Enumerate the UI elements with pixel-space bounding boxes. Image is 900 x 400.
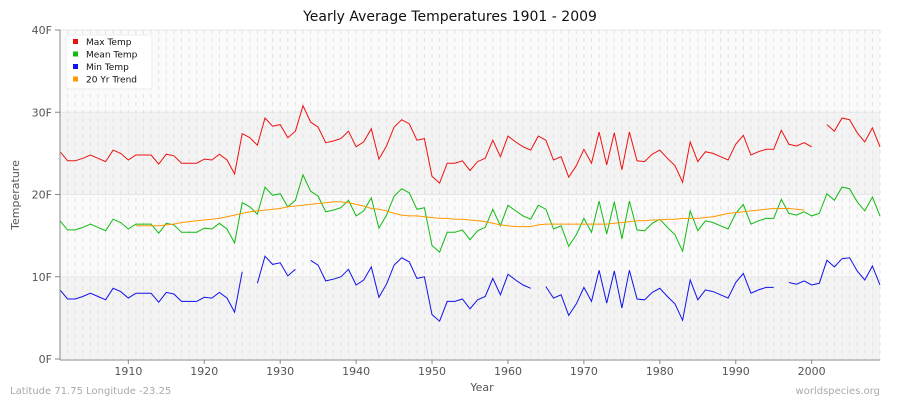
series-line-20-yr-trend [135,201,805,228]
legend: Max Temp Mean Temp Min Temp 20 Yr Trend [65,34,153,90]
y-tick-label: 10F [32,271,52,284]
legend-label: Min Temp [86,63,129,73]
series-line-min-temp [545,270,774,322]
y-tick-label: 20F [32,189,52,202]
legend-label: Max Temp [86,38,132,48]
x-tick-label: 2000 [798,365,826,378]
footer-location: Latitude 71.75 Longitude -23.25 [10,386,171,397]
series-line-max-temp [59,104,812,184]
legend-swatch [73,51,78,57]
x-axis-label: Year [469,381,494,394]
y-axis-ticks: 0F 10F 20F 30F 40F [32,24,60,366]
series-line-min-temp [310,257,531,323]
y-tick-label: 0F [39,353,52,366]
gridlines [59,29,881,359]
series-lines [59,104,881,323]
series-line-mean-temp [59,173,881,253]
legend-swatch [73,76,78,82]
series-line-min-temp [59,271,243,314]
legend-swatch [73,39,78,44]
legend-swatch [73,64,78,69]
series-line-min-temp [788,257,881,286]
footer-source: worldspecies.org [796,386,880,397]
x-tick-label: 1940 [342,365,370,378]
x-tick-label: 1980 [646,365,674,378]
chart-title: Yearly Average Temperatures 1901 - 2009 [302,9,597,25]
y-tick-label: 40F [32,24,52,37]
legend-label: 20 Yr Trend [86,76,137,86]
y-axis-label: Temperature [9,160,22,231]
y-tick-label: 30F [32,106,52,119]
series-line-min-temp [256,255,296,284]
x-axis-ticks: 1910 1920 1930 1940 1950 1960 1970 1980 1990 2000 [114,360,826,378]
x-tick-label: 1970 [570,365,598,378]
x-tick-label: 1990 [722,365,750,378]
x-tick-label: 1960 [494,365,522,378]
legend-label: Mean Temp [86,51,138,61]
x-tick-label: 1930 [266,365,294,378]
x-tick-label: 1950 [418,365,446,378]
series-line-max-temp [826,117,881,147]
x-tick-label: 1910 [114,365,142,378]
x-tick-label: 1920 [190,365,218,378]
